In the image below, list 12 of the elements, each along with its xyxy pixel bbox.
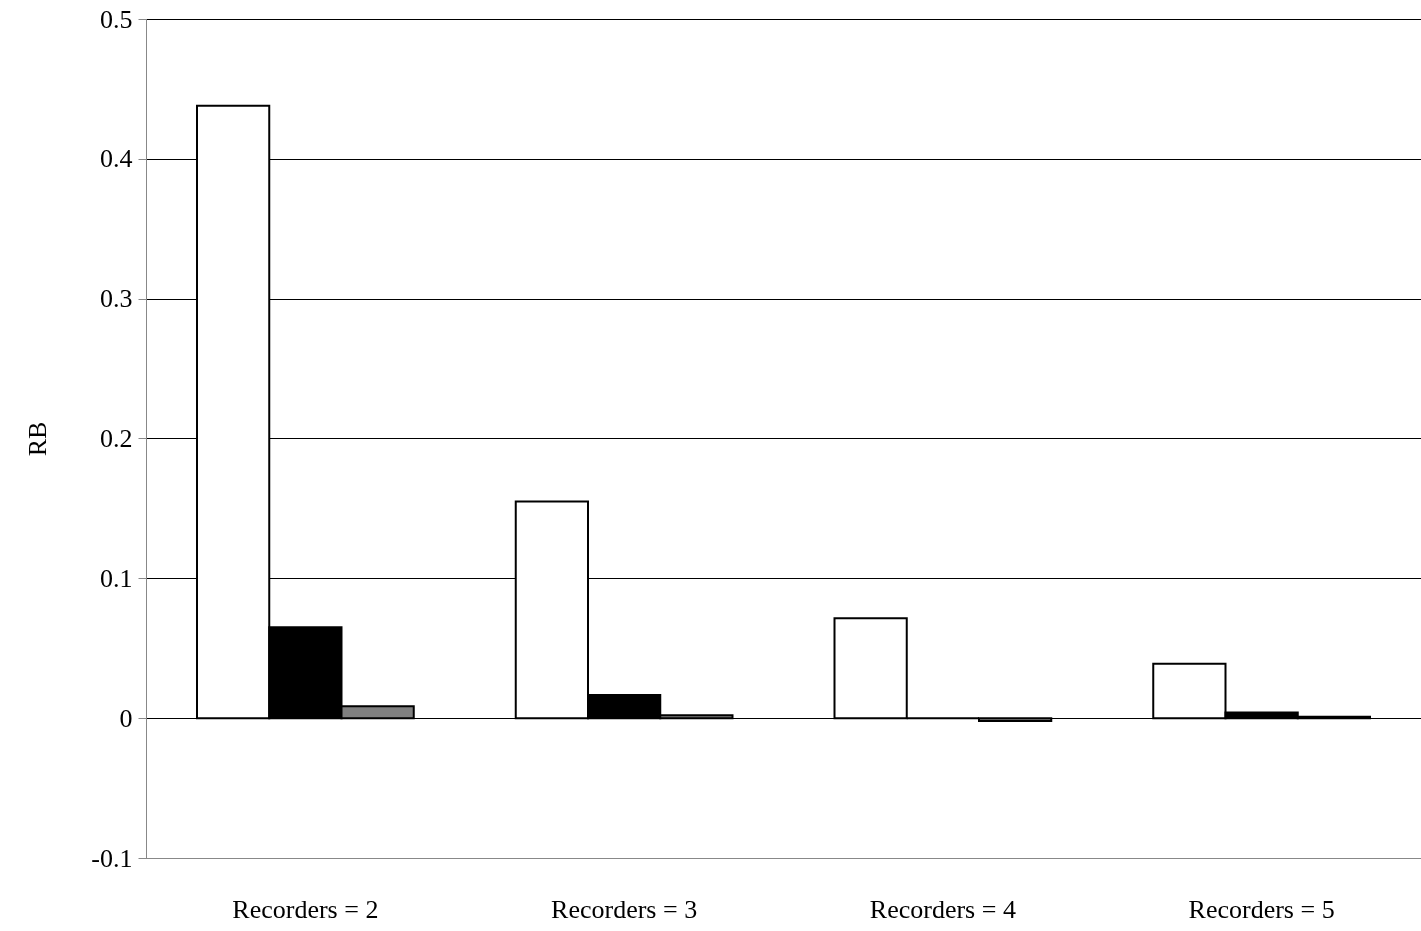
- x-tick-label: Recorders = 3: [551, 894, 698, 924]
- y-tick-label: 0.3: [100, 284, 133, 314]
- x-tick-label: Recorders = 4: [869, 894, 1016, 924]
- y-tick-label: 0: [119, 703, 133, 733]
- y-axis-title: RB: [23, 421, 53, 457]
- y-tick-label: 0.4: [100, 144, 133, 174]
- x-tick-label: Recorders = 2: [232, 894, 379, 924]
- y-tick-label: 0.1: [100, 563, 133, 593]
- y-tick-label: -0.1: [91, 843, 133, 873]
- y-tick-label: 0.2: [100, 424, 133, 453]
- y-tick-label: 0.5: [100, 4, 133, 34]
- x-tick-label: Recorders = 5: [1188, 894, 1335, 924]
